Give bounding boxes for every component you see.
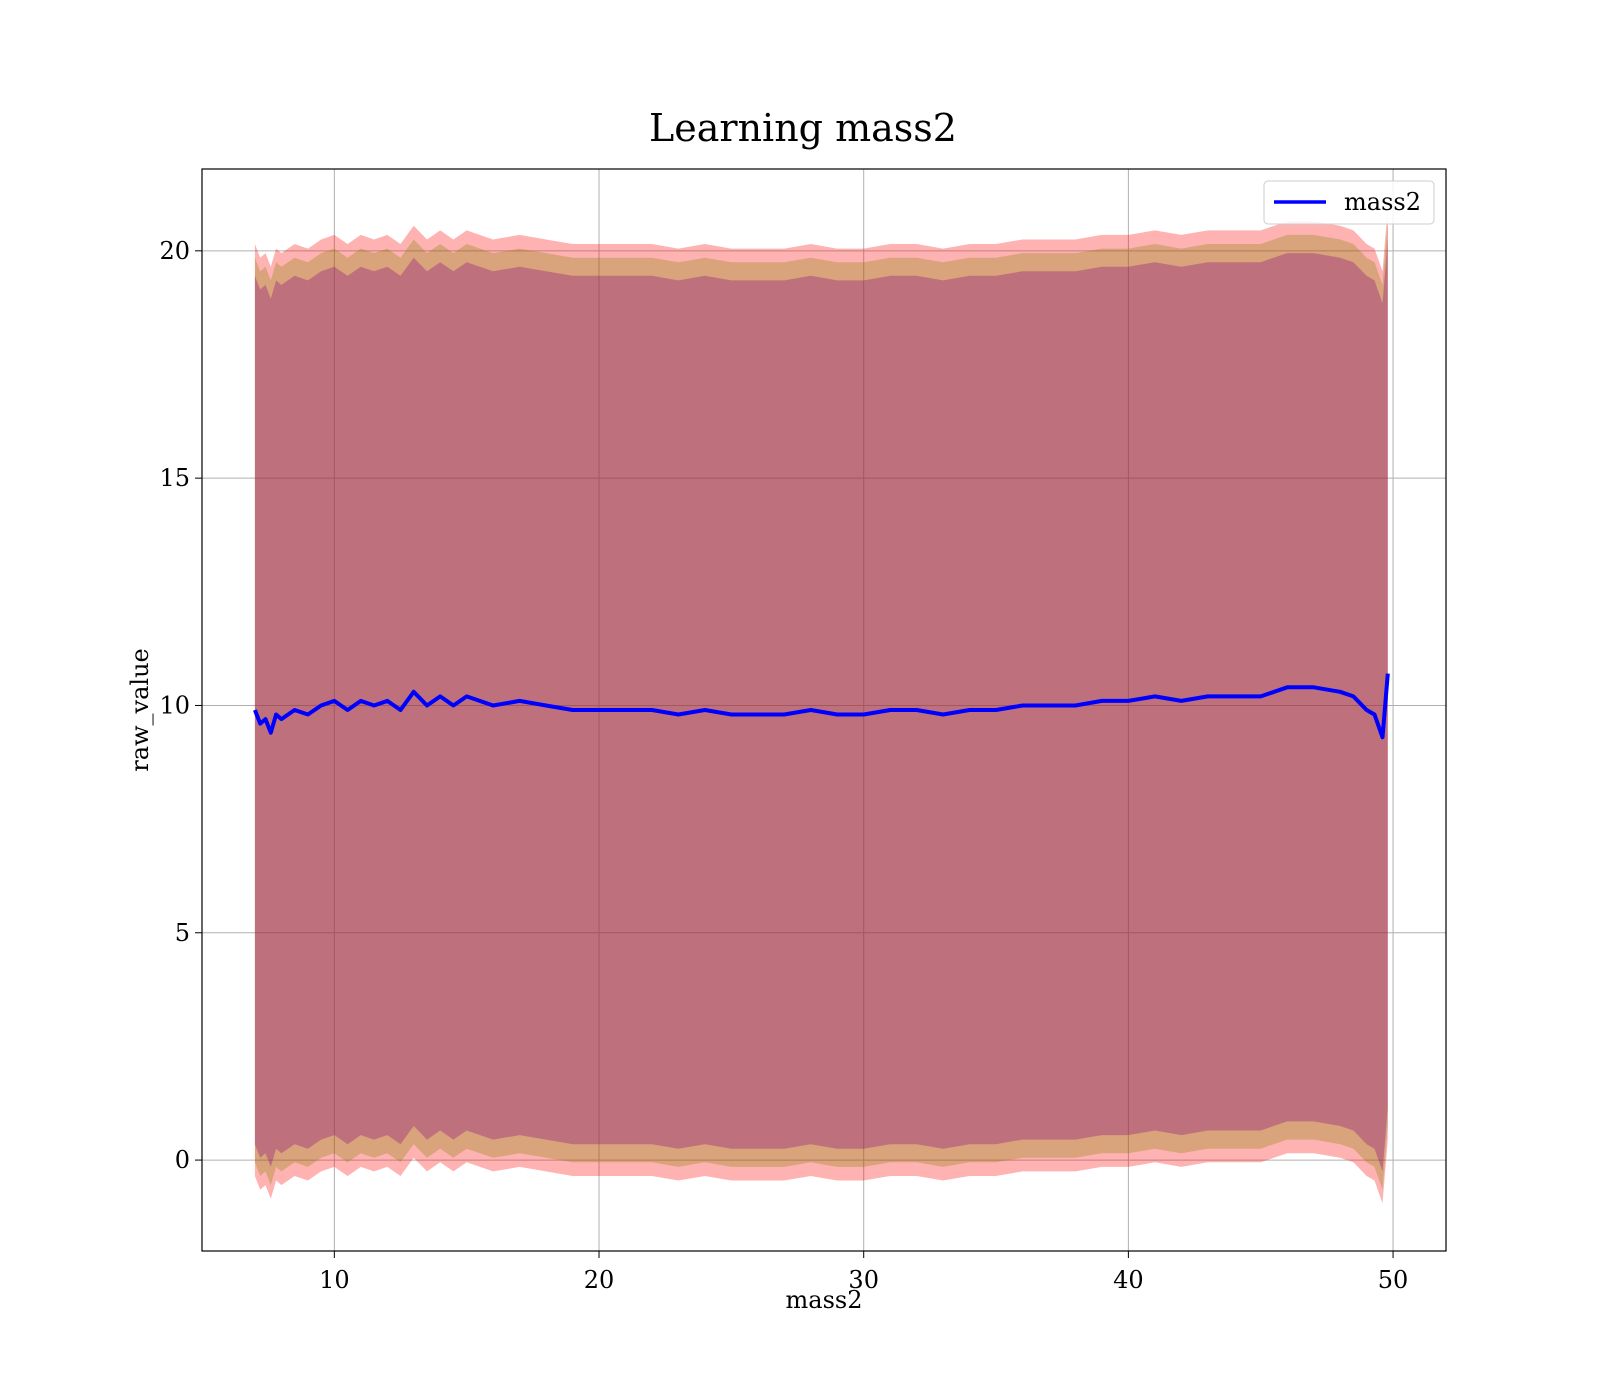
y-tick-label: 10 — [159, 691, 190, 719]
plot-area-frame — [201, 168, 1447, 1252]
x-axis-label: mass2 — [786, 1286, 863, 1314]
axis-ticks: 10 20 30 40 50 0 5 10 15 20 — [159, 237, 1408, 1294]
y-tick-label: 15 — [159, 464, 190, 492]
y-axis-label: raw_value — [126, 648, 154, 772]
series-line-mass2 — [253, 673, 1390, 740]
chart-title: Learning mass2 — [649, 106, 957, 150]
inner-band — [254, 239, 1388, 1172]
series-lines — [253, 673, 1390, 740]
x-tick-label: 30 — [848, 1266, 879, 1294]
y-tick-label: 20 — [159, 237, 190, 265]
x-tick-label: 10 — [319, 1266, 350, 1294]
y-tick-label: 0 — [175, 1146, 190, 1174]
x-tick-label: 20 — [584, 1266, 615, 1294]
legend-entry-mass2: mass2 — [1344, 188, 1421, 216]
confidence-bands — [254, 207, 1388, 1204]
legend-box — [1263, 180, 1435, 225]
x-tick-label: 40 — [1113, 1266, 1144, 1294]
middle-band — [254, 221, 1388, 1190]
legend: mass2 — [1263, 180, 1435, 225]
y-tick-label: 5 — [175, 919, 190, 947]
outer-band — [254, 207, 1388, 1204]
x-tick-label: 50 — [1378, 1266, 1409, 1294]
